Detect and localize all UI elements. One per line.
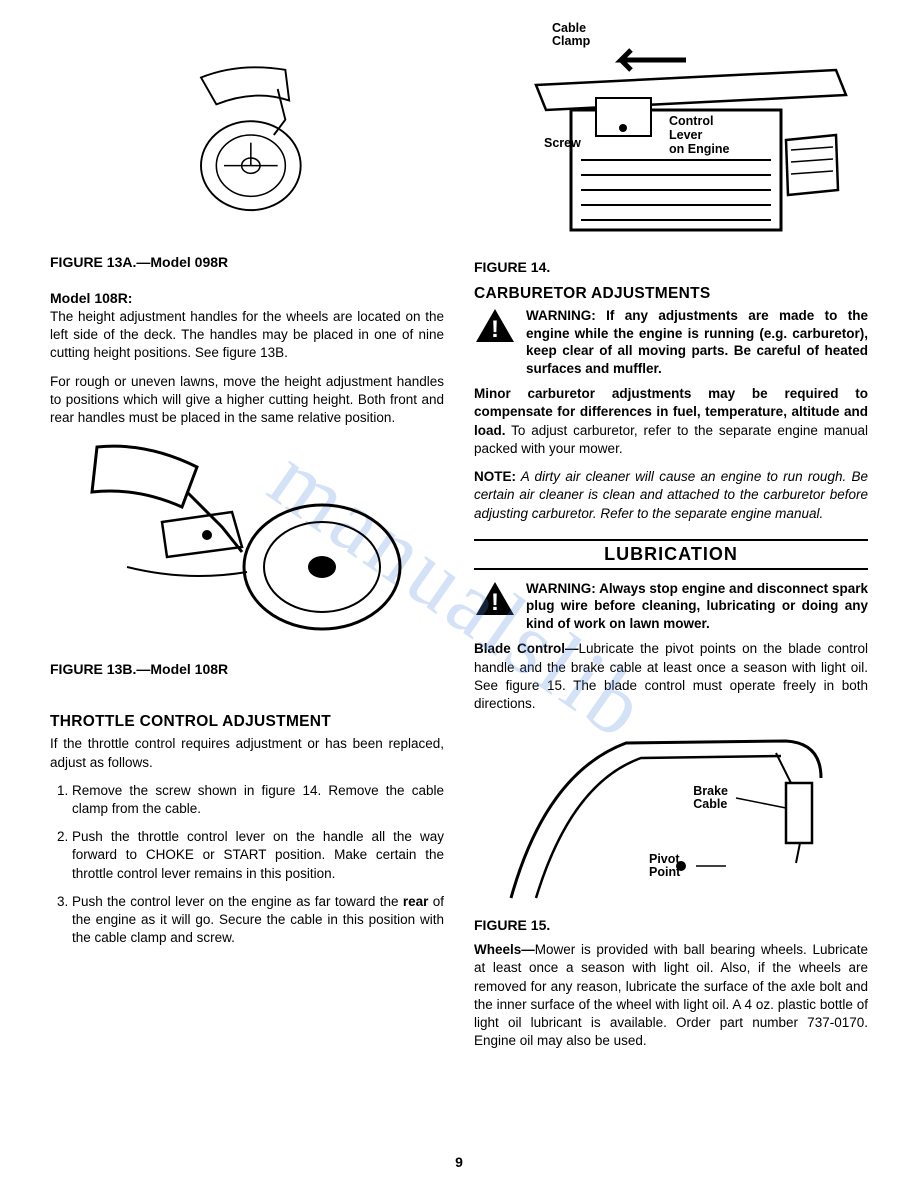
lubrication-heading: LUBRICATION <box>474 539 868 570</box>
figure-13a-illustration <box>50 20 444 250</box>
model-108r-para2: For rough or uneven lawns, move the heig… <box>50 373 444 428</box>
handle-illustration-svg <box>67 437 427 657</box>
carburetor-note: NOTE: A dirty air cleaner will cause an … <box>474 468 868 523</box>
svg-text:!: ! <box>491 316 499 343</box>
carburetor-para: Minor carburetor adjustments may be requ… <box>474 385 868 458</box>
figure-14-label-screw: Screw <box>544 136 581 150</box>
carburetor-warning: ! WARNING: If any adjustments are made t… <box>474 307 868 377</box>
carburetor-para-rest: To adjust carburetor, refer to the separ… <box>474 423 868 456</box>
note-label: NOTE: <box>474 469 516 484</box>
throttle-step-2: Push the throttle control lever on the h… <box>72 828 444 883</box>
lubrication-warning-text: WARNING: Always stop engine and disconne… <box>526 580 868 633</box>
note-body: A dirty air cleaner will cause an engine… <box>474 469 868 520</box>
throttle-heading: THROTTLE CONTROL ADJUSTMENT <box>50 713 444 731</box>
model-108r-para1: The height adjustment handles for the wh… <box>50 308 444 363</box>
figure-13b-caption: FIGURE 13B.—Model 108R <box>50 661 444 677</box>
right-column: CableClamp Screw ControlLeveron Engine F… <box>474 20 868 1061</box>
carburetor-warning-text: WARNING: If any adjustments are made to … <box>526 307 868 377</box>
handle-brake-illustration-svg <box>476 723 866 913</box>
figure-14: CableClamp Screw ControlLeveron Engine F… <box>474 20 868 275</box>
svg-text:!: ! <box>491 589 499 616</box>
wheel-illustration-svg <box>132 20 362 250</box>
throttle-steps-list: Remove the screw shown in figure 14. Rem… <box>50 782 444 948</box>
page-number: 9 <box>0 1154 918 1170</box>
figure-13b-illustration <box>50 437 444 657</box>
model-108r-heading: Model 108R: <box>50 290 444 306</box>
figure-15-illustration: BrakeCable PivotPoint <box>474 723 868 913</box>
throttle-step-1: Remove the screw shown in figure 14. Rem… <box>72 782 444 818</box>
carburetor-heading: CARBURETOR ADJUSTMENTS <box>474 285 868 303</box>
throttle-step-3: Push the control lever on the engine as … <box>72 893 444 948</box>
figure-15-label-brake-cable: BrakeCable <box>693 785 728 811</box>
figure-14-label-control-lever: ControlLeveron Engine <box>669 115 729 156</box>
figure-14-illustration: CableClamp Screw ControlLeveron Engine <box>474 20 868 255</box>
left-column: FIGURE 13A.—Model 098R Model 108R: The h… <box>50 20 444 1061</box>
figure-14-caption: FIGURE 14. <box>474 259 868 275</box>
figure-13a: FIGURE 13A.—Model 098R <box>50 20 444 270</box>
figure-13b: FIGURE 13B.—Model 108R <box>50 437 444 677</box>
blade-control-label: Blade Control— <box>474 641 578 656</box>
figure-15-label-pivot-point: PivotPoint <box>649 853 680 879</box>
wheels-para: Wheels—Mower is provided with ball beari… <box>474 941 868 1050</box>
figure-15-caption: FIGURE 15. <box>474 917 868 933</box>
wheels-text: Mower is provided with ball bearing whee… <box>474 942 868 1048</box>
warning-triangle-icon: ! <box>474 307 516 345</box>
blade-control-para: Blade Control—Lubricate the pivot points… <box>474 640 868 713</box>
two-column-layout: FIGURE 13A.—Model 098R Model 108R: The h… <box>50 20 868 1061</box>
figure-13a-caption: FIGURE 13A.—Model 098R <box>50 254 444 270</box>
warning-triangle-icon: ! <box>474 580 516 618</box>
throttle-step-3-bold: rear <box>403 894 429 909</box>
figure-15: BrakeCable PivotPoint FIGURE 15. <box>474 723 868 933</box>
figure-14-label-cable-clamp: CableClamp <box>552 22 590 48</box>
throttle-intro: If the throttle control requires adjustm… <box>50 735 444 771</box>
lubrication-warning: ! WARNING: Always stop engine and discon… <box>474 580 868 633</box>
wheels-label: Wheels— <box>474 942 535 957</box>
